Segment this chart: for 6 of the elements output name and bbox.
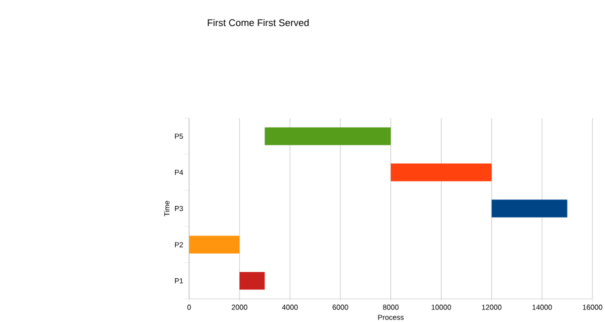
bar xyxy=(390,163,492,182)
bar xyxy=(189,236,240,254)
chart-title: First Come First Served xyxy=(208,18,309,26)
bar xyxy=(492,200,568,218)
bar xyxy=(264,127,391,145)
bar xyxy=(240,272,265,290)
